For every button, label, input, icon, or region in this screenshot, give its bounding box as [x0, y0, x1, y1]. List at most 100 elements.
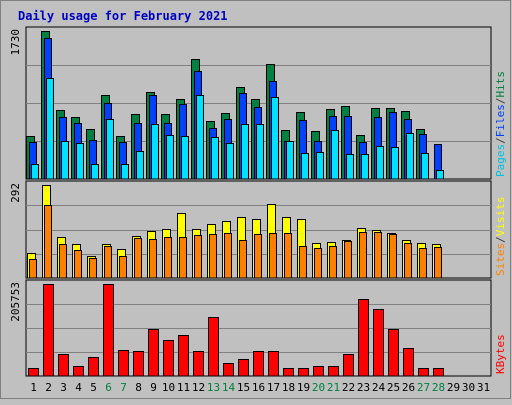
bar-pages-day-23: [361, 154, 369, 180]
bar-pages-day-13: [211, 137, 219, 180]
x-tick-label-day-1: 1: [30, 381, 37, 394]
bar-kbytes-day-7: [118, 350, 129, 377]
legend-item: /: [494, 98, 507, 105]
bar-kbytes-day-11: [178, 335, 189, 377]
x-tick-label-day-15: 15: [237, 381, 250, 394]
bar-kbytes-day-14: [223, 363, 234, 377]
x-tick-label-day-2: 2: [45, 381, 52, 394]
bar-pages-day-21: [331, 130, 339, 180]
bar-pages-day-28: [436, 170, 444, 180]
bar-kbytes-day-15: [238, 359, 249, 377]
x-tick-label-day-5: 5: [90, 381, 97, 394]
bar-pages-day-18: [286, 141, 294, 180]
bar-sites-day-8: [134, 238, 142, 279]
bar-sites-day-11: [179, 237, 187, 279]
bar-sites-day-6: [104, 246, 112, 279]
legend-item: Files: [494, 104, 507, 137]
x-tick-label-day-11: 11: [177, 381, 190, 394]
bar-sites-day-22: [344, 241, 352, 279]
bar-sites-day-27: [419, 248, 427, 279]
bar-pages-day-17: [271, 97, 279, 180]
x-tick-label-day-12: 12: [192, 381, 205, 394]
legend-item: Hits: [494, 71, 507, 98]
x-tick-label-day-8: 8: [135, 381, 142, 394]
bar-sites-day-23: [359, 232, 367, 279]
bar-pages-day-20: [316, 152, 324, 180]
x-tick-label-day-22: 22: [342, 381, 355, 394]
bar-pages-day-10: [166, 135, 174, 180]
bar-kbytes-day-17: [268, 351, 279, 377]
x-tick-label-day-21: 21: [327, 381, 340, 394]
bar-sites-day-13: [209, 234, 217, 279]
bar-pages-day-9: [151, 124, 159, 180]
bar-pages-day-5: [91, 164, 99, 180]
x-tick-label-day-27: 27: [417, 381, 430, 394]
bar-sites-day-4: [74, 250, 82, 279]
bar-sites-day-24: [374, 232, 382, 279]
bar-kbytes-day-5: [88, 357, 99, 377]
bar-kbytes-day-6: [103, 284, 114, 377]
bar-kbytes-day-1: [28, 368, 39, 377]
bar-sites-day-1: [29, 259, 37, 279]
bar-pages-day-24: [376, 146, 384, 180]
legend-kbytes: KBytes: [494, 334, 507, 374]
x-tick-label-day-28: 28: [432, 381, 445, 394]
legend-item: Sites: [494, 243, 507, 276]
x-tick-label-day-31: 31: [477, 381, 490, 394]
bar-pages-day-12: [196, 95, 204, 180]
bar-kbytes-day-8: [133, 351, 144, 377]
bar-kbytes-day-23: [358, 299, 369, 377]
bar-pages-day-4: [76, 143, 84, 180]
bar-pages-day-2: [46, 78, 54, 180]
legend-item: /: [494, 137, 507, 144]
bar-pages-day-27: [421, 153, 429, 180]
bar-sites-day-3: [59, 244, 67, 279]
bar-pages-day-26: [406, 133, 414, 180]
x-tick-label-day-3: 3: [60, 381, 67, 394]
bar-sites-day-15: [239, 240, 247, 279]
legend-visits-sites: Sites/Visits: [494, 197, 507, 277]
chart-title: Daily usage for February 2021: [18, 9, 228, 23]
x-tick-label-day-14: 14: [222, 381, 236, 394]
bar-sites-day-7: [119, 256, 127, 279]
legend-hits-files-pages: Pages/Files/Hits: [494, 71, 507, 177]
bar-kbytes-day-21: [328, 366, 339, 377]
bar-pages-day-3: [61, 141, 69, 180]
bar-pages-day-19: [301, 153, 309, 180]
x-tick-label-day-9: 9: [150, 381, 157, 394]
bar-pages-day-22: [346, 154, 354, 180]
bar-sites-day-5: [89, 258, 97, 279]
x-tick-label-day-24: 24: [372, 381, 386, 394]
x-tick-label-day-13: 13: [207, 381, 220, 394]
bar-kbytes-day-26: [403, 348, 414, 377]
x-tick-label-day-30: 30: [462, 381, 475, 394]
x-tick-label-day-25: 25: [387, 381, 400, 394]
bar-sites-day-20: [314, 248, 322, 279]
legend-item: KBytes: [494, 334, 507, 374]
bar-kbytes-day-24: [373, 309, 384, 377]
bar-sites-day-16: [254, 234, 262, 279]
bar-pages-day-11: [181, 136, 189, 180]
y-max-label-visits-sites: 292: [9, 183, 22, 203]
bar-sites-day-28: [434, 247, 442, 279]
bar-pages-day-1: [31, 164, 39, 180]
x-tick-label-day-29: 29: [447, 381, 460, 394]
x-tick-label-day-4: 4: [75, 381, 82, 394]
bar-sites-day-10: [164, 237, 172, 279]
x-tick-label-day-23: 23: [357, 381, 370, 394]
y-max-label-hits-files-pages: 1730: [9, 29, 22, 56]
bar-pages-day-14: [226, 143, 234, 180]
bar-kbytes-day-28: [433, 368, 444, 377]
bar-sites-day-17: [269, 233, 277, 279]
y-max-label-kbytes: 205753: [9, 282, 22, 322]
bar-sites-day-2: [44, 205, 52, 279]
legend-item: Pages: [494, 144, 507, 177]
bar-pages-day-6: [106, 119, 114, 180]
x-tick-label-day-18: 18: [282, 381, 295, 394]
bar-kbytes-day-10: [163, 340, 174, 377]
bar-kbytes-day-18: [283, 368, 294, 377]
bar-pages-day-15: [241, 124, 249, 180]
x-tick-label-day-26: 26: [402, 381, 415, 394]
